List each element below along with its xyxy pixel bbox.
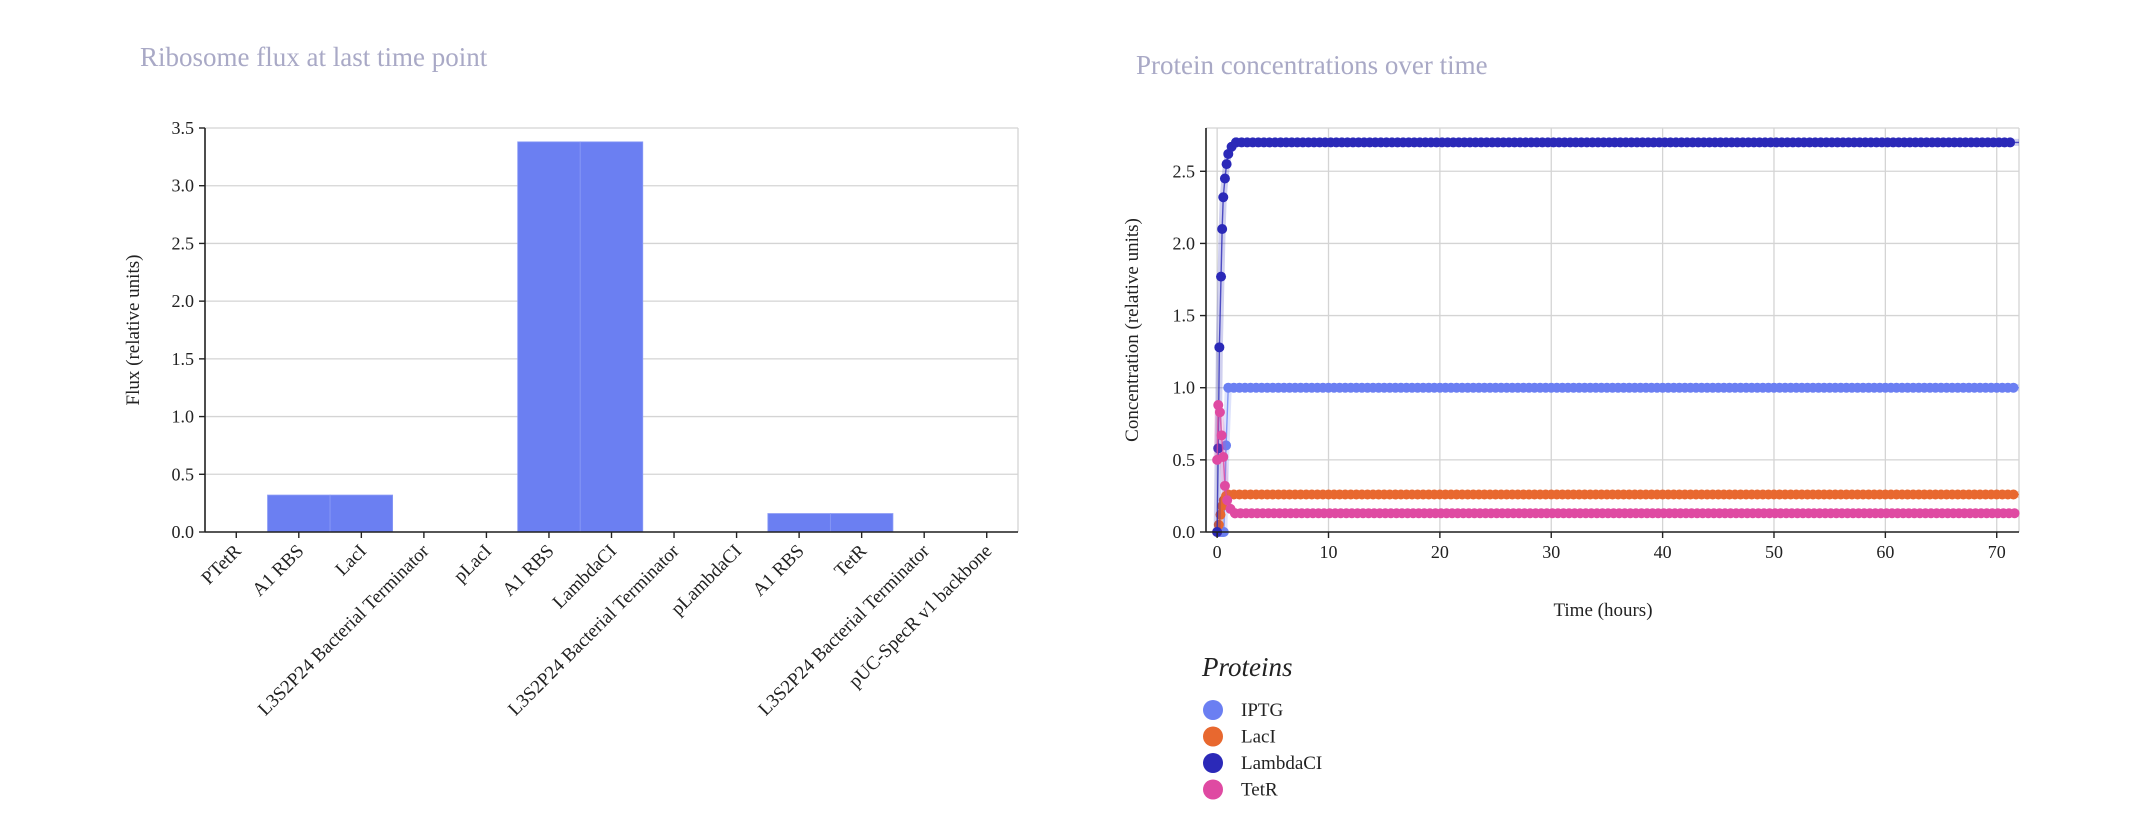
protein-x-ticks: 0 10 20 30 40 50 60 70 [1213,532,2006,562]
data-point [2008,382,2019,393]
protein-x-tick-label: 40 [1654,542,1672,562]
data-point [1218,451,1229,462]
data-point [1219,173,1230,184]
series-line [1216,141,2019,533]
protein-series [1212,137,2020,537]
data-point [1219,480,1230,491]
protein-axes [1205,128,2019,533]
data-point [2009,508,2020,519]
bar-y-tick-label: 3.5 [172,118,195,138]
legend-items: IPTG LacI LambdaCI TetR [1203,700,1322,801]
data-point [1214,407,1225,418]
bar-x-tick-label: A1 RBS [248,541,308,601]
bar-chart: Ribosome flux at last time point Flux (r… [123,42,1019,720]
protein-x-tick-label: 30 [1542,542,1560,562]
bar [329,494,394,533]
protein-x-tick-label: 10 [1320,542,1338,562]
protein-y-tick-label: 0.5 [1173,450,1196,470]
legend-label-tetr: TetR [1241,780,1278,801]
data-point [1216,430,1227,441]
data-point [2005,137,2016,148]
bar-y-tick-label: 2.0 [172,291,195,311]
protein-y-tick-label: 2.0 [1173,233,1196,253]
data-point [1221,440,1232,451]
data-point [1221,159,1232,170]
protein-x-tick-label: 60 [1876,542,1894,562]
bar-x-tick-label: A1 RBS [749,541,809,601]
legend-label-lambdaci: LambdaCI [1241,753,1322,774]
protein-y-tick-label: 1.5 [1173,306,1196,326]
protein-x-tick-label: 70 [1988,542,2006,562]
bar [579,141,644,533]
legend-swatch-laci [1203,726,1223,747]
bar [517,141,581,533]
protein-y-tick-label: 2.5 [1173,161,1196,181]
protein-y-axis-label: Concentration (relative units) [1122,218,1143,442]
bar-x-tick-label: A1 RBS [498,541,558,601]
bar-x-tick-label: pLacI [450,541,496,587]
legend-swatch-lambdaci [1203,753,1223,773]
protein-y-tick-label: 0.0 [1173,522,1196,542]
legend-swatch-tetr [1203,779,1223,800]
bar-y-tick-label: 0.0 [172,522,195,542]
protein-x-tick-label: 50 [1765,542,1783,562]
protein-x-tick-label: 0 [1213,542,1222,562]
protein-y-ticks: 0.0 0.5 1.0 1.5 2.0 2.5 [1173,161,1206,542]
bar [267,494,331,533]
series-band [1213,138,2019,533]
protein-x-axis-label: Time (hours) [1553,600,1652,621]
bar-y-tick-label: 2.5 [172,233,195,253]
bar-chart-title: Ribosome flux at last time point [140,42,488,72]
legend-title: Proteins [1201,652,1293,682]
legend-label-iptg: IPTG [1241,700,1284,721]
series-laci [1212,489,2019,537]
protein-chart: Protein concentrations over time Concent… [1122,50,2020,801]
data-point [1216,271,1227,282]
protein-x-tick-label: 20 [1431,542,1449,562]
legend-label-laci: LacI [1241,727,1276,748]
protein-gridlines [1206,127,2020,533]
series-tetr [1212,400,2020,519]
bar-y-axis-label: Flux (relative units) [123,255,144,406]
bar-x-tick-label: TetR [830,540,871,581]
series-lambdaci [1212,137,2019,537]
data-point [1222,495,1233,506]
legend-swatch-iptg [1203,700,1223,720]
bar-y-tick-label: 1.0 [172,407,195,427]
protein-chart-title: Protein concentrations over time [1136,50,1488,80]
bar [829,513,894,533]
bar-x-tick-label: PTetR [198,540,246,588]
data-point [1213,443,1224,454]
data-point [2008,489,2019,500]
bar-x-tick-label: LacI [331,541,370,580]
bar-series [267,141,894,533]
protein-y-tick-label: 1.0 [1173,378,1196,398]
bar-y-tick-label: 3.0 [172,176,195,196]
bar [767,513,831,533]
bar-y-tick-label: 0.5 [172,464,195,484]
legend: Proteins IPTG LacI LambdaCI TetR [1201,652,1322,801]
bar-y-ticks: 0.0 0.5 1.0 1.5 2.0 2.5 3.0 3.5 [172,118,205,542]
data-point [1217,224,1228,234]
bar-y-tick-label: 1.5 [172,349,195,369]
data-point [1214,342,1225,353]
data-point [1218,192,1229,203]
